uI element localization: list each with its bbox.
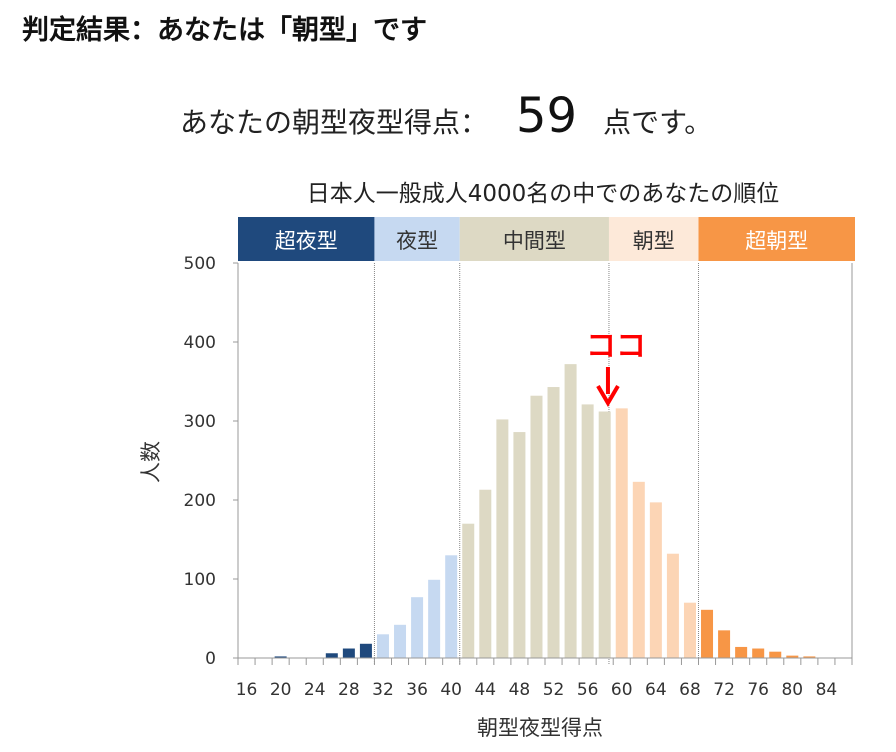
x-tick-label: 36 bbox=[406, 680, 428, 700]
bar bbox=[666, 553, 679, 658]
y-tick-label: 500 bbox=[184, 254, 216, 274]
band-label: 中間型 bbox=[503, 229, 566, 253]
x-tick-label: 84 bbox=[816, 680, 838, 700]
y-tick-label: 400 bbox=[184, 333, 216, 353]
bar bbox=[496, 419, 509, 658]
y-tick-label: 0 bbox=[205, 649, 216, 669]
x-tick-label: 72 bbox=[713, 680, 735, 700]
score-suffix: 点です。 bbox=[603, 106, 713, 139]
x-tick-label: 40 bbox=[440, 680, 462, 700]
band-label: 夜型 bbox=[396, 229, 438, 253]
x-tick-label: 56 bbox=[577, 680, 599, 700]
bar bbox=[803, 656, 816, 658]
band-label: 超夜型 bbox=[275, 229, 338, 253]
bar bbox=[598, 411, 611, 658]
x-tick-label: 48 bbox=[509, 680, 531, 700]
y-tick-label: 300 bbox=[184, 412, 216, 432]
y-tick-label: 200 bbox=[184, 491, 216, 511]
bar bbox=[701, 609, 714, 658]
bar bbox=[325, 653, 338, 658]
x-tick-label: 16 bbox=[236, 680, 258, 700]
x-tick-label: 76 bbox=[747, 680, 769, 700]
bar bbox=[411, 597, 424, 658]
bar bbox=[683, 602, 696, 658]
x-tick-label: 52 bbox=[543, 680, 565, 700]
bar bbox=[718, 630, 731, 658]
score-value: 59 bbox=[516, 88, 578, 144]
x-tick-label: 24 bbox=[304, 680, 326, 700]
band-0 bbox=[238, 217, 375, 261]
band-3 bbox=[608, 217, 699, 261]
x-axis-label: 朝型夜型得点 bbox=[477, 716, 603, 740]
chart-title: 日本人一般成人4000名の中でのあなたの順位 bbox=[307, 181, 780, 207]
bar bbox=[581, 404, 594, 658]
bar bbox=[786, 655, 799, 658]
marker-arrow-icon bbox=[596, 384, 620, 407]
x-tick-label: 20 bbox=[270, 680, 292, 700]
bar bbox=[564, 364, 577, 658]
bar bbox=[479, 489, 492, 658]
bar bbox=[649, 502, 662, 658]
bar bbox=[513, 432, 526, 658]
bar bbox=[769, 651, 782, 658]
bar bbox=[376, 634, 389, 658]
score-line: あなたの朝型夜型得点： 59 点です。 bbox=[180, 88, 712, 144]
x-tick-label: 80 bbox=[781, 680, 803, 700]
bar bbox=[752, 648, 765, 658]
band-1 bbox=[374, 217, 460, 261]
bar bbox=[632, 481, 645, 658]
bar bbox=[342, 648, 355, 658]
band-4 bbox=[698, 217, 855, 261]
marker-label: ココ bbox=[586, 329, 646, 364]
band-2 bbox=[459, 217, 609, 261]
bar bbox=[428, 579, 441, 658]
bar bbox=[547, 387, 560, 658]
x-tick-label: 68 bbox=[679, 680, 701, 700]
bar bbox=[462, 523, 475, 658]
x-tick-label: 28 bbox=[338, 680, 360, 700]
bar bbox=[615, 408, 628, 658]
bar bbox=[735, 646, 748, 658]
bar bbox=[530, 395, 543, 658]
result-heading: 判定結果：あなたは「朝型」です bbox=[22, 15, 427, 46]
x-tick-label: 60 bbox=[611, 680, 633, 700]
bar bbox=[359, 643, 372, 658]
x-tick-label: 32 bbox=[372, 680, 394, 700]
score-prefix: あなたの朝型夜型得点： bbox=[180, 106, 489, 139]
bar bbox=[274, 656, 287, 658]
bar bbox=[445, 555, 458, 658]
bar bbox=[394, 624, 407, 658]
x-tick-label: 64 bbox=[645, 680, 667, 700]
band-label: 朝型 bbox=[633, 229, 675, 253]
y-tick-label: 100 bbox=[184, 570, 216, 590]
band-label: 超朝型 bbox=[745, 229, 808, 253]
y-axis-label: 人数 bbox=[139, 441, 163, 483]
x-tick-label: 44 bbox=[474, 680, 496, 700]
